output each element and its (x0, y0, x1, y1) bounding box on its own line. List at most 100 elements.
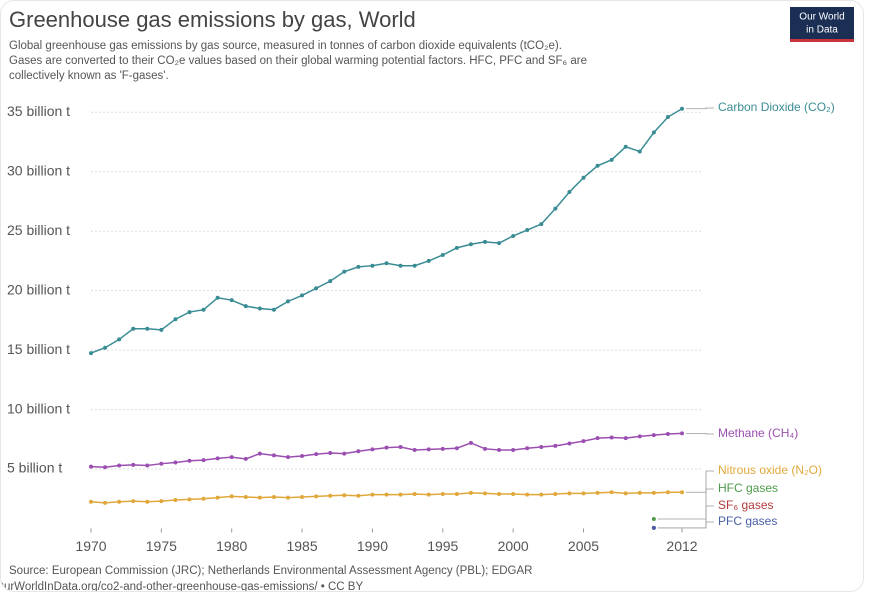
data-point (511, 448, 516, 453)
source: OurWorldInData.org/co2-and-other-greenho… (1, 581, 363, 591)
data-point (257, 306, 262, 311)
data-point (384, 445, 389, 450)
data-point (328, 279, 333, 284)
data-point (328, 450, 333, 455)
data-point (665, 431, 670, 436)
data-point (567, 441, 572, 446)
data-point (201, 307, 206, 312)
data-point (103, 465, 108, 470)
data-point (215, 295, 220, 300)
data-point (243, 494, 248, 499)
data-point (342, 493, 347, 498)
data-point (426, 492, 431, 497)
data-point (159, 499, 164, 504)
data-point (243, 304, 248, 309)
series-label: Carbon Dioxide (CO₂) (718, 100, 835, 114)
chart-title: Greenhouse gas emissions by gas, World (9, 7, 416, 32)
subtitle: Global greenhouse gas emissions by gas s… (9, 40, 562, 52)
data-point (229, 298, 234, 303)
data-point (454, 492, 459, 497)
label-connector (657, 505, 714, 529)
data-point (229, 455, 234, 460)
data-point (286, 495, 290, 500)
data-point (215, 495, 220, 500)
x-tick-label: 1980 (216, 538, 247, 554)
logo-text: in Data (806, 25, 838, 36)
data-point (567, 491, 572, 496)
data-point (440, 252, 445, 257)
y-tick-label: 35 billion t (7, 103, 70, 119)
data-point (609, 490, 614, 495)
data-point (370, 492, 375, 497)
data-point (426, 447, 431, 452)
data-point (201, 458, 206, 463)
x-tick-label: 2000 (498, 538, 529, 554)
data-point (483, 491, 487, 496)
data-point (651, 525, 656, 530)
x-tick-label: 2005 (568, 538, 599, 554)
data-point (145, 326, 150, 331)
data-point (384, 492, 389, 497)
data-point (581, 175, 586, 180)
data-point (89, 351, 93, 356)
data-point (525, 446, 530, 451)
data-point (370, 263, 375, 268)
y-tick-label: 20 billion t (7, 281, 70, 297)
y-tick-label: 30 billion t (7, 162, 70, 178)
y-tick-label: 5 billion t (7, 460, 62, 476)
data-point (454, 245, 459, 250)
label-connector (686, 107, 714, 110)
data-point (300, 453, 305, 458)
label-connector (657, 521, 714, 529)
data-point (468, 490, 473, 495)
data-point (243, 456, 248, 461)
data-point (609, 435, 614, 440)
data-point (680, 106, 684, 111)
data-point (623, 491, 628, 496)
x-tick-label: 1970 (75, 538, 106, 554)
data-point (440, 492, 445, 497)
data-point (173, 497, 178, 502)
data-point (173, 317, 178, 322)
data-point (398, 445, 403, 450)
data-point (103, 345, 108, 350)
data-point (468, 440, 473, 445)
data-point (187, 497, 192, 502)
data-point (680, 431, 684, 436)
data-point (356, 449, 361, 454)
data-point (539, 445, 544, 450)
logo (790, 7, 854, 41)
data-point (117, 463, 122, 468)
data-point (300, 494, 305, 499)
data-point (145, 499, 150, 504)
data-point (651, 433, 656, 438)
data-point (159, 327, 164, 332)
data-point (342, 451, 347, 456)
subtitle: collectively known as 'F-gases'. (9, 70, 169, 82)
data-point (525, 228, 530, 233)
label-connector (657, 488, 714, 520)
data-point (257, 495, 262, 500)
data-point (257, 451, 262, 456)
data-point (342, 269, 347, 274)
data-point (637, 490, 642, 495)
data-point (314, 494, 319, 499)
data-point (187, 458, 192, 463)
series-label: HFC gases (718, 481, 778, 495)
series-label: Methane (CH₄) (718, 426, 798, 440)
data-point (553, 443, 558, 448)
data-point (89, 464, 93, 469)
data-point (117, 499, 122, 504)
data-point (539, 222, 544, 227)
data-point (525, 492, 530, 497)
label-connector (686, 432, 714, 435)
data-point (229, 494, 234, 499)
data-point (609, 157, 614, 162)
data-point (511, 492, 516, 497)
data-point (89, 499, 93, 504)
data-point (271, 494, 276, 499)
x-tick-label: 1990 (357, 538, 388, 554)
data-point (131, 462, 136, 467)
